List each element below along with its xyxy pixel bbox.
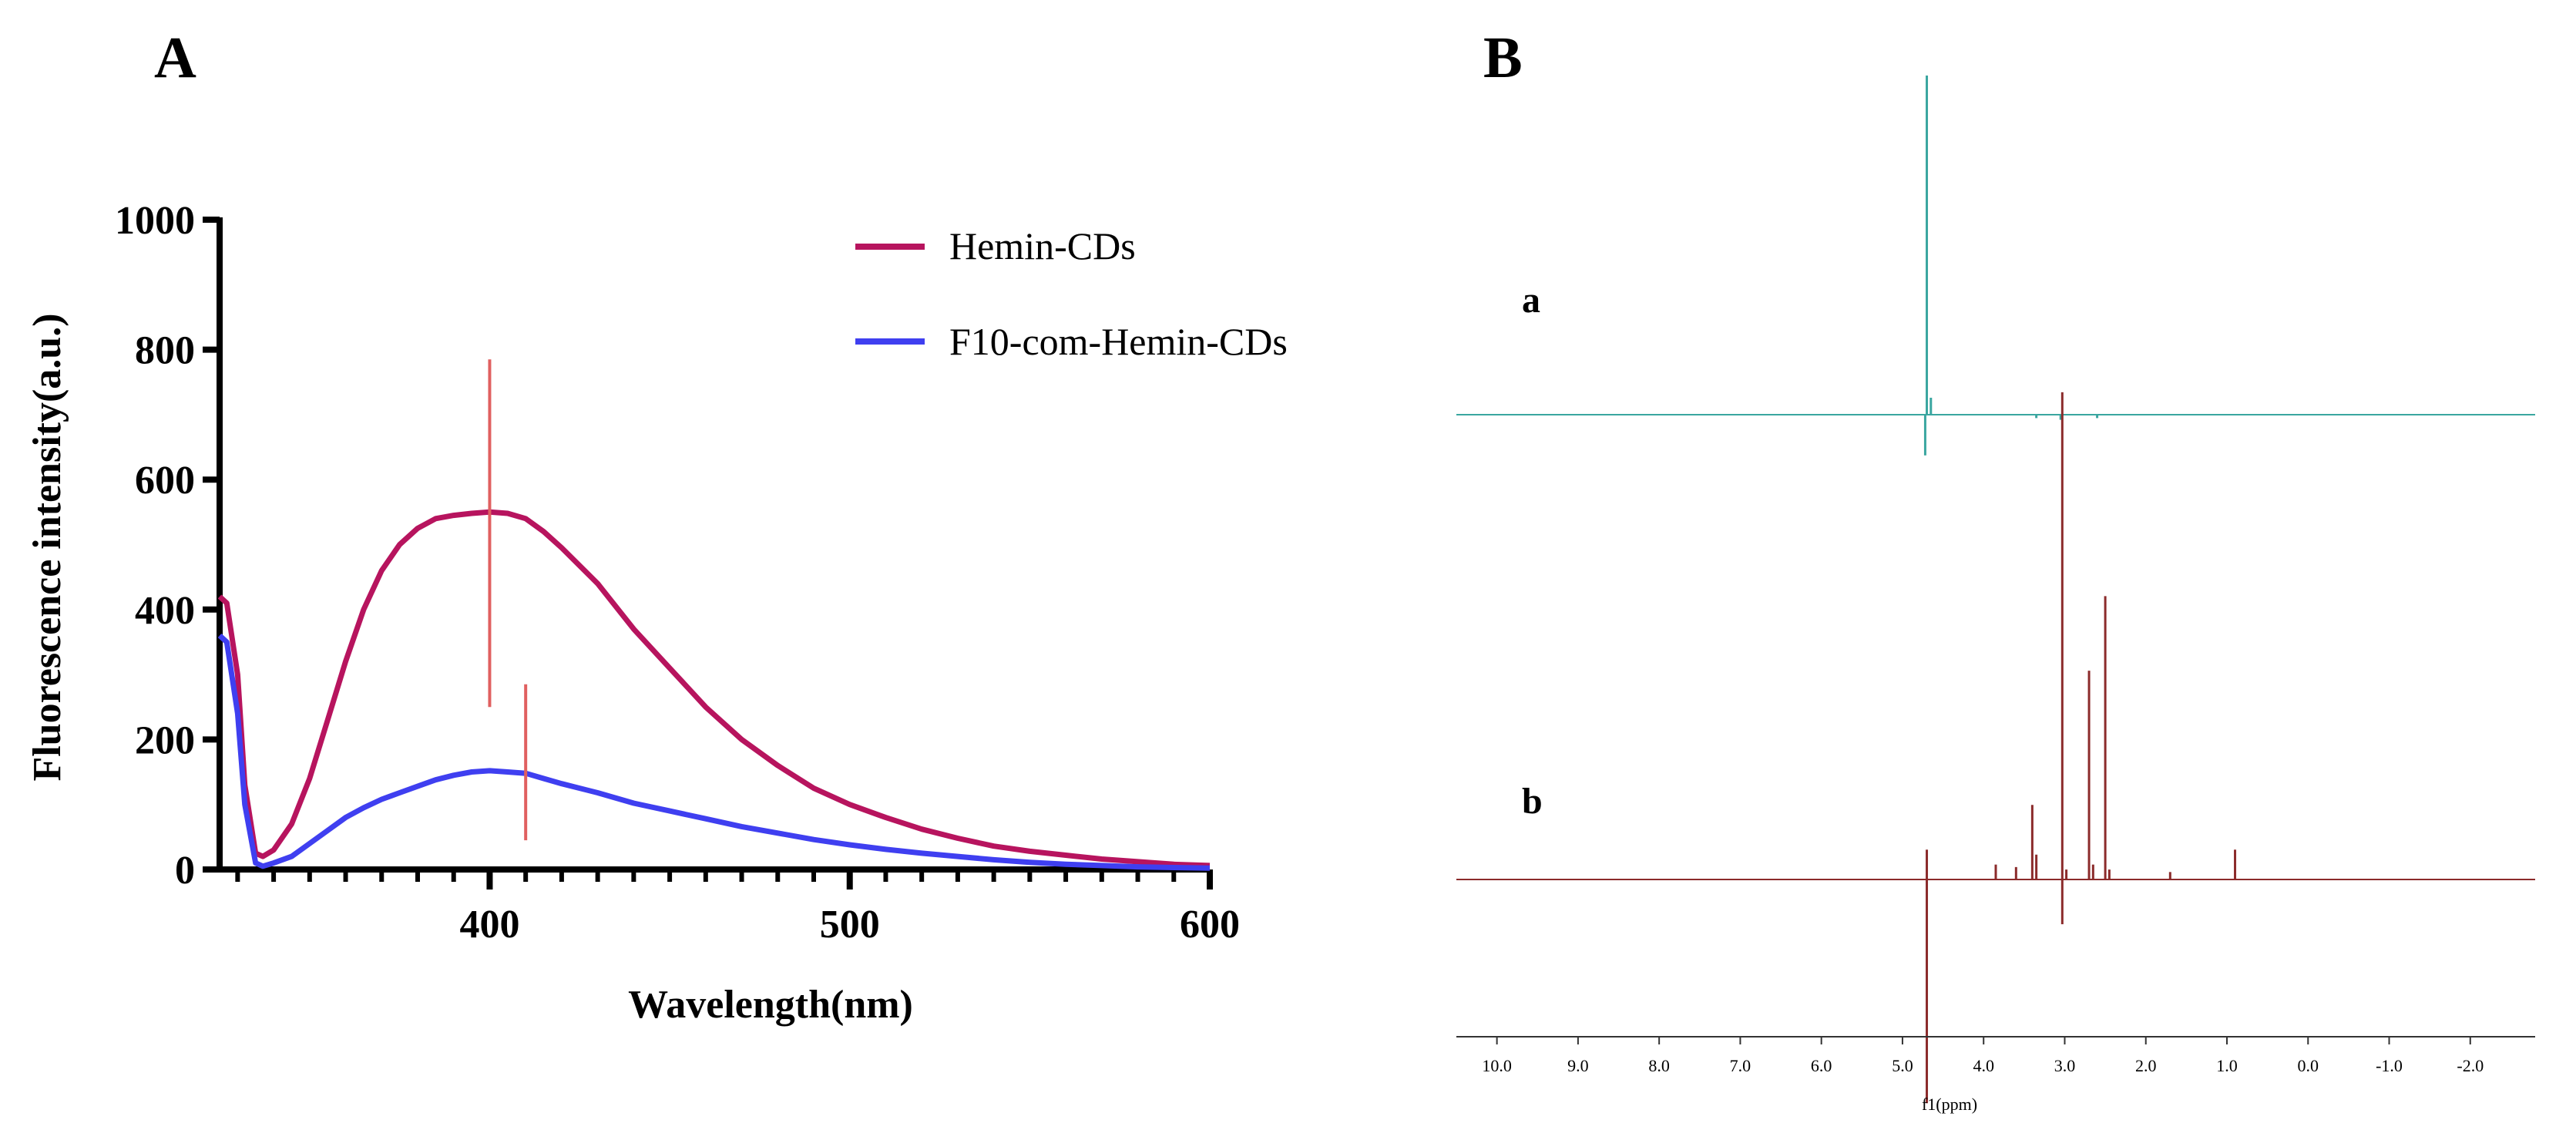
panel-a-series (217, 509, 1211, 871)
panel-a-x-tick-label: 600 (1180, 903, 1240, 947)
trace-label-b: b (1522, 781, 1543, 822)
panel-a-annotations (488, 359, 528, 841)
panel-b-x-tick-label: -2.0 (2457, 1056, 2484, 1075)
panel-b-x-tick-label: 9.0 (1567, 1056, 1589, 1075)
series-line-f10-com-hemin-cds (217, 633, 1211, 871)
panel-a-legend: Hemin-CDs F10-com-Hemin-CDs (855, 224, 1288, 363)
panel-b-traces (1456, 76, 2535, 1104)
panel-a-chart: 0 200 400 600 800 1000 400 500 600 Wavelength(nm… (25, 199, 1288, 1027)
panel-a-x-tick-label: 400 (459, 903, 519, 947)
panel-a-x-tick-label: 500 (820, 903, 880, 947)
panel-b-x-tick-label: 1.0 (2216, 1056, 2238, 1075)
panel-a-y-tick-label: 600 (135, 459, 195, 503)
panel-a-x-axis-title: Wavelength(nm) (628, 983, 913, 1027)
panel-a-y-tick-label: 200 (135, 718, 195, 762)
legend-label-f10-com-hemin-cds: F10-com-Hemin-CDs (949, 320, 1288, 363)
panel-b-x-tick-label: -1.0 (2376, 1056, 2403, 1075)
panel-b-x-axis-title: f1(ppm) (1922, 1095, 1977, 1114)
panel-a-axes (217, 217, 1210, 873)
panel-a-y-tick-label: 0 (175, 849, 195, 893)
trace-label-a: a (1522, 280, 1540, 321)
panel-a-y-tick-label: 800 (135, 329, 195, 373)
panel-a-y-axis-title: Fluorescence intensity(a.u.) (25, 313, 69, 781)
panel-b-x-tick-label: 8.0 (1648, 1056, 1670, 1075)
panel-b-x-tick-label: 4.0 (1973, 1056, 1994, 1075)
panel-b-axis: 10.0 9.0 8.0 7.0 6.0 5.0 4.0 3.0 2.0 1.0 0.0 -1.0 -2… (1456, 1036, 2535, 1075)
panel-letter-b: B (1483, 25, 1523, 90)
panel-a-y-tick-label: 1000 (115, 199, 195, 243)
panel-b-chart: a b 10.0 9.0 8.0 7.0 6.0 5.0 4.0 3.0 2.0 1.0 0.0 -1… (1456, 76, 2535, 1114)
panel-b-x-tick-label: 0.0 (2298, 1056, 2319, 1075)
panel-b-x-tick-label: 7.0 (1730, 1056, 1751, 1075)
panel-b-x-tick-label: 2.0 (2135, 1056, 2157, 1075)
panel-b-x-tick-label: 6.0 (1811, 1056, 1832, 1075)
series-line-hemin-cds (217, 509, 1211, 869)
panel-b-x-tick-label: 5.0 (1892, 1056, 1913, 1075)
panel-letter-a: A (154, 25, 196, 90)
panel-b-x-tick-label: 3.0 (2054, 1056, 2076, 1075)
panel-a-ticks: 0 200 400 600 800 1000 400 500 600 (115, 199, 1240, 947)
panel-b-x-tick-label: 10.0 (1482, 1056, 1512, 1075)
legend-label-hemin-cds: Hemin-CDs (949, 224, 1136, 267)
panel-a-y-tick-label: 400 (135, 589, 195, 633)
